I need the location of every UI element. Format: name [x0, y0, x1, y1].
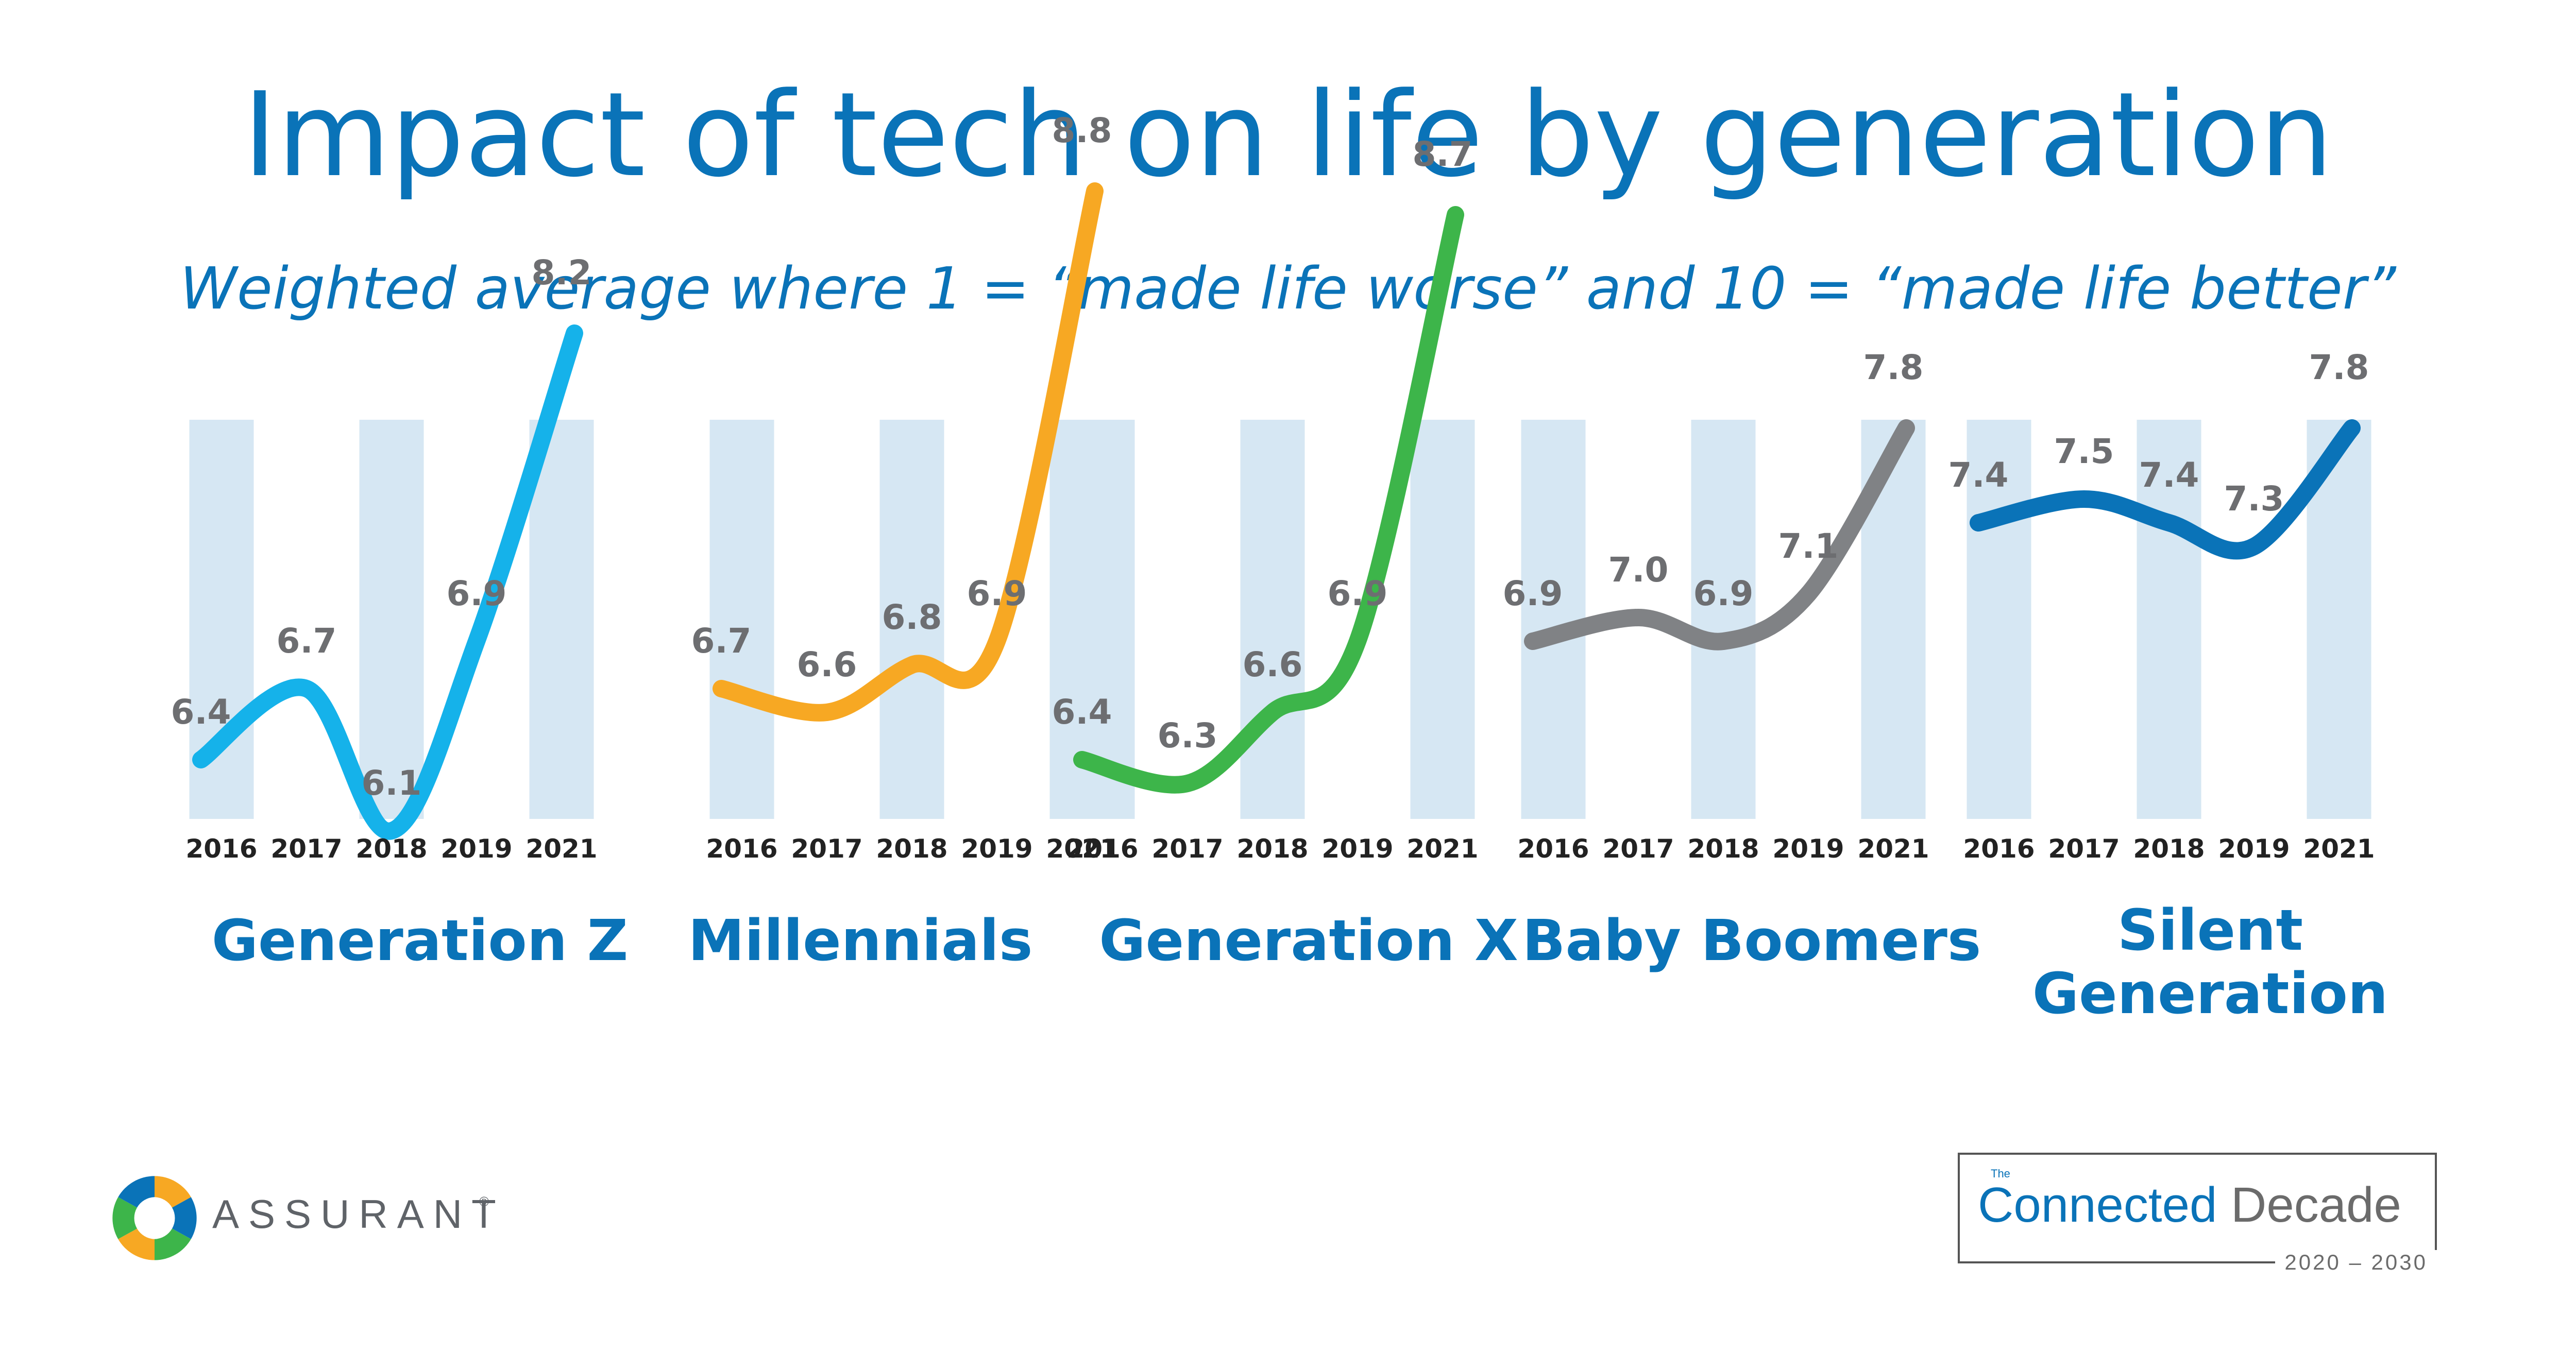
- year-label: 2021: [1046, 834, 1117, 864]
- value-label: 6.7: [691, 621, 752, 661]
- series-line: [1524, 419, 1915, 651]
- year-label: 2018: [1687, 834, 1759, 864]
- badge-title: Connected Decade: [1978, 1180, 2401, 1230]
- column-band: [709, 420, 774, 819]
- chart-panel-5: 7.4 7.5 7.4 7.3 7.8 2016 2017 2018 2019 2021: [1948, 348, 2375, 864]
- assurant-logo-icon: [112, 1176, 197, 1260]
- year-label: 2016: [1963, 834, 2035, 864]
- column-band: [1521, 420, 1586, 819]
- value-label: 7.1: [1778, 526, 1839, 566]
- year-label: 2018: [1236, 834, 1308, 864]
- value-label: 7.8: [1863, 348, 1924, 387]
- value-label: 8.8: [1052, 111, 1112, 150]
- chart-panel-3: 6.4 6.3 6.6 6.9 8.7 2016 2017 2018 2019 2021: [1052, 134, 1479, 864]
- year-label: 2016: [1066, 834, 1138, 864]
- value-label: 6.6: [1243, 645, 1303, 684]
- year-label: 2017: [1602, 834, 1674, 864]
- assurant-wordmark: ASSURANT: [212, 1191, 505, 1237]
- column-band: [1240, 420, 1305, 819]
- value-label: 6.9: [1693, 574, 1754, 613]
- series-line: [192, 324, 583, 840]
- generation-label: Generation X: [1099, 908, 1518, 973]
- value-label: 6.8: [882, 597, 942, 637]
- column-band: [2137, 420, 2201, 819]
- value-label: 6.9: [967, 574, 1027, 613]
- column-band: [359, 420, 424, 819]
- badge-years: 2020 – 2030: [2275, 1250, 2437, 1275]
- value-label: 6.6: [797, 645, 857, 684]
- chart-panel-4: 6.9 7.0 6.9 7.1 7.8 2016 2017 2018 2019 2021: [1503, 348, 1929, 864]
- connected-decade-badge: The Connected Decade 2020 – 2030: [1958, 1153, 2437, 1275]
- column-band: [1410, 420, 1475, 819]
- year-label: 2019: [961, 834, 1032, 864]
- value-label: 7.8: [2309, 348, 2369, 387]
- value-label: 7.5: [2054, 432, 2114, 471]
- year-label: 2017: [1151, 834, 1223, 864]
- value-label: 6.1: [362, 763, 422, 803]
- value-label: 6.3: [1158, 716, 1218, 756]
- value-label: 8.7: [1413, 134, 1473, 174]
- year-label: 2016: [1517, 834, 1589, 864]
- chart-panel-1: 6.4 6.7 6.1 6.9 8.2 2016 2017 2018 2019 2021: [171, 253, 598, 864]
- page-subtitle: Weighted average where 1 = “made life wo…: [180, 255, 2396, 322]
- year-label: 2018: [876, 834, 947, 864]
- page-title: Impact of tech on life by generation: [243, 67, 2333, 203]
- year-label: 2021: [1406, 834, 1478, 864]
- generation-label: Generation Z: [211, 908, 629, 973]
- series-line: [1073, 206, 1464, 794]
- year-label: 2019: [1321, 834, 1393, 864]
- value-label: 6.7: [277, 621, 337, 661]
- year-label: 2019: [1772, 834, 1844, 864]
- year-label: 2016: [706, 834, 777, 864]
- badge-decade: Decade: [2231, 1177, 2401, 1233]
- year-label: 2021: [1857, 834, 1929, 864]
- value-label: 7.4: [1948, 455, 2009, 495]
- generation-label: Baby Boomers: [1522, 908, 1981, 973]
- year-label: 2019: [440, 834, 512, 864]
- year-label: 2017: [2048, 834, 2120, 864]
- value-label: 7.4: [2139, 455, 2199, 495]
- value-label: 7.3: [2224, 479, 2284, 519]
- column-band: [1691, 420, 1756, 819]
- year-label: 2019: [2218, 834, 2290, 864]
- year-label: 2016: [185, 834, 257, 864]
- column-band: [529, 420, 594, 819]
- value-label: 6.4: [1052, 692, 1112, 732]
- value-label: 7.0: [1608, 550, 1669, 590]
- year-label: 2017: [791, 834, 862, 864]
- value-label: 6.9: [447, 574, 507, 613]
- series-line: [1970, 419, 2361, 560]
- chart-panel-2: 6.7 6.6 6.8 6.9 8.8 2016 2017 2018 2019 2021: [691, 111, 1118, 864]
- year-label: 2018: [355, 834, 427, 864]
- column-band: [1967, 420, 2031, 819]
- column-band: [879, 420, 944, 819]
- year-label: 2021: [526, 834, 597, 864]
- value-label: 8.2: [532, 253, 592, 293]
- year-label: 2018: [2133, 834, 2205, 864]
- value-label: 6.4: [171, 692, 231, 732]
- generation-label: Millennials: [688, 908, 1033, 973]
- year-label: 2021: [2303, 834, 2375, 864]
- year-label: 2017: [270, 834, 342, 864]
- badge-the: The: [1991, 1167, 2010, 1180]
- value-label: 6.9: [1328, 574, 1388, 613]
- generation-label: Silent Generation: [2032, 897, 2388, 1027]
- badge-connected: Connected: [1978, 1177, 2217, 1233]
- value-label: 6.9: [1503, 574, 1563, 613]
- series-line: [713, 182, 1104, 722]
- registered-mark: ®: [479, 1194, 489, 1209]
